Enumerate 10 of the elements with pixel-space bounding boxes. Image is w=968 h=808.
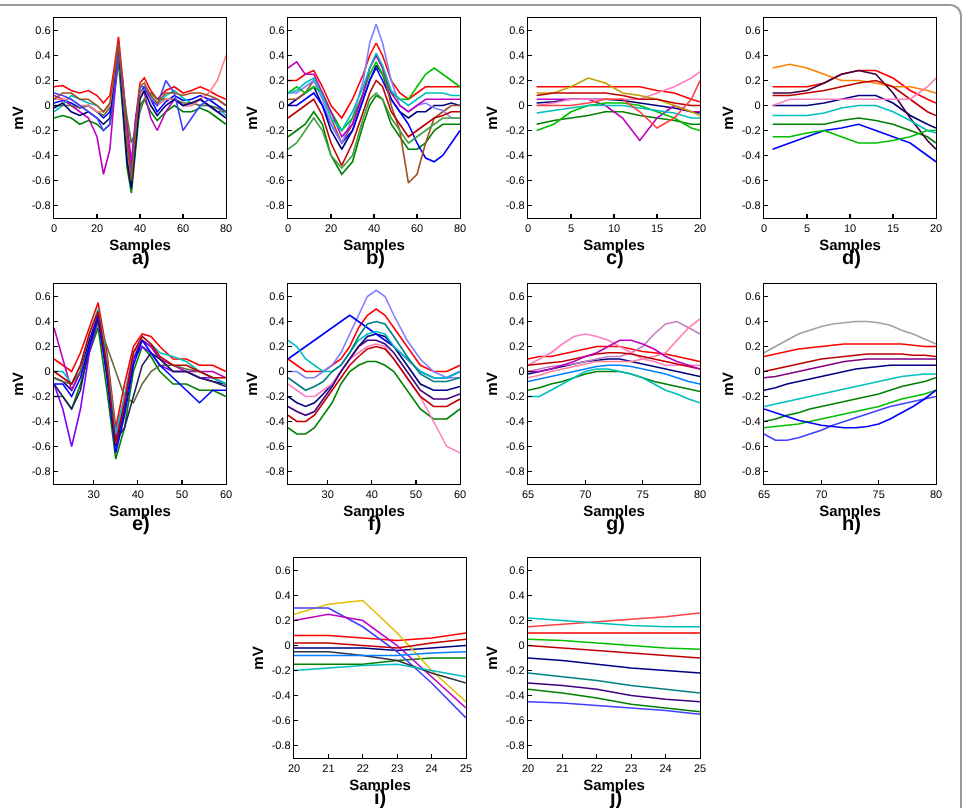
text: a) (132, 248, 150, 270)
text: j) (608, 788, 623, 808)
text: f) (368, 514, 382, 536)
text: h) (842, 514, 861, 536)
text: b) (366, 248, 385, 270)
text: i) (374, 788, 387, 808)
text: c) (606, 248, 624, 270)
text: d) (842, 248, 861, 270)
text: g) (606, 514, 625, 536)
text: e) (132, 514, 150, 536)
